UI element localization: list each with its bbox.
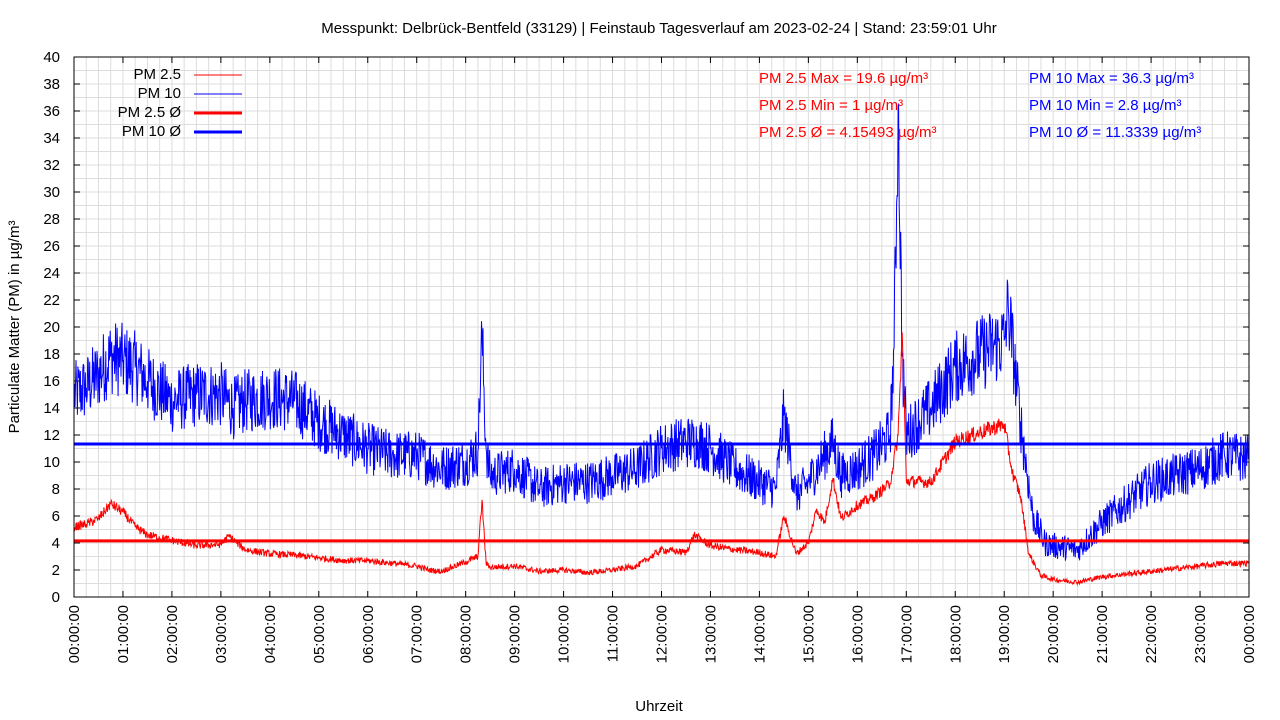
y-tick-label: 40	[43, 49, 60, 66]
y-tick-label: 22	[43, 292, 60, 309]
y-tick-label: 14	[43, 400, 60, 417]
x-tick-label: 06:00:00	[360, 605, 377, 663]
x-tick-label: 15:00:00	[800, 605, 817, 663]
plot-frame	[73, 56, 1250, 598]
series-layer	[73, 103, 1249, 587]
y-tick-label: 10	[43, 454, 60, 471]
y-tick-label: 38	[43, 76, 60, 93]
x-tick-label: 00:00:00	[1241, 605, 1258, 663]
pm10-stat-2: PM 10 Ø = 11.3339 µg/m³	[1029, 124, 1201, 141]
series-line-pm25	[73, 332, 1249, 587]
y-tick-label: 6	[52, 508, 60, 525]
x-tick-label: 23:00:00	[1192, 605, 1209, 663]
x-axis-label: Uhrzeit	[635, 698, 683, 715]
x-tick-label: 01:00:00	[115, 605, 132, 663]
legend-pm25-label: PM 2.5	[133, 66, 181, 83]
x-tick-label: 16:00:00	[849, 605, 866, 663]
y-tick-label: 2	[52, 562, 60, 579]
x-tick-label: 05:00:00	[311, 605, 328, 663]
x-tick-label: 19:00:00	[996, 605, 1013, 663]
x-tick-labels: 00:00:00 01:00:00 02:00:00 03:00:00 04:00:00…	[66, 57, 1258, 663]
legend-pm25-avg-label: PM 2.5 Ø	[118, 104, 182, 121]
series-line-pm10	[73, 103, 1249, 561]
y-tick-label: 4	[52, 535, 60, 552]
legend-pm10-label: PM 10	[138, 85, 181, 102]
y-axis-label: Particulate Matter (PM) in µg/m³	[6, 221, 23, 434]
x-tick-label: 13:00:00	[702, 605, 719, 663]
y-tick-label: 18	[43, 346, 60, 363]
y-tick-label: 16	[43, 373, 60, 390]
legend: PM 2.5 PM 10 PM 2.5 Ø PM 10 Ø	[118, 66, 242, 140]
x-tick-label: 00:00:00	[66, 605, 83, 663]
chart-title: Messpunkt: Delbrück-Bentfeld (33129) | F…	[321, 20, 996, 37]
x-tick-label: 10:00:00	[556, 605, 573, 663]
pm10-stat-0: PM 10 Max = 36.3 µg/m³	[1029, 70, 1194, 87]
y-tick-label: 34	[43, 130, 60, 147]
y-tick-label: 0	[52, 589, 60, 606]
x-tick-label: 03:00:00	[213, 605, 230, 663]
x-tick-label: 18:00:00	[947, 605, 964, 663]
x-tick-label: 04:00:00	[262, 605, 279, 663]
x-tick-label: 08:00:00	[458, 605, 475, 663]
x-tick-label: 22:00:00	[1143, 605, 1160, 663]
x-tick-label: 17:00:00	[898, 605, 915, 663]
x-tick-label: 14:00:00	[751, 605, 768, 663]
x-tick-label: 09:00:00	[507, 605, 524, 663]
y-tick-label: 12	[43, 427, 60, 444]
y-tick-label: 26	[43, 238, 60, 255]
x-tick-label: 21:00:00	[1094, 605, 1111, 663]
pm25-stat-1: PM 2.5 Min = 1 µg/m³	[759, 97, 903, 114]
x-tick-label: 12:00:00	[654, 605, 671, 663]
pm25-stat-2: PM 2.5 Ø = 4.15493 µg/m³	[759, 124, 936, 141]
y-tick-label: 36	[43, 103, 60, 120]
y-tick-label: 24	[43, 265, 60, 282]
y-tick-label: 8	[52, 481, 60, 498]
y-tick-label: 28	[43, 211, 60, 228]
stats-annotations: PM 2.5 Max = 19.6 µg/m³ PM 2.5 Min = 1 µg…	[759, 70, 1201, 141]
legend-pm10-avg-label: PM 10 Ø	[122, 123, 182, 140]
pm25-stat-0: PM 2.5 Max = 19.6 µg/m³	[759, 70, 928, 87]
x-tick-label: 11:00:00	[605, 605, 622, 662]
x-tick-label: 07:00:00	[409, 605, 426, 663]
y-tick-label: 30	[43, 184, 60, 201]
pm10-stat-1: PM 10 Min = 2.8 µg/m³	[1029, 97, 1181, 114]
y-tick-label: 32	[43, 157, 60, 174]
x-tick-label: 02:00:00	[164, 605, 181, 663]
x-tick-label: 20:00:00	[1045, 605, 1062, 663]
y-tick-label: 20	[43, 319, 60, 336]
